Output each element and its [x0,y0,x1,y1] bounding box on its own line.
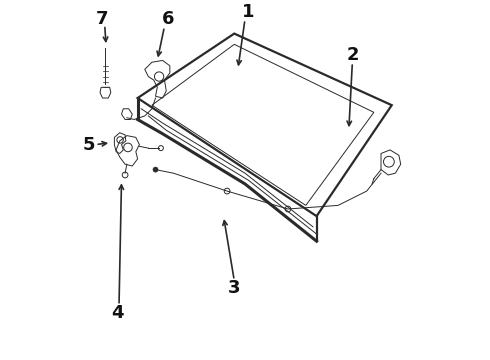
Text: 6: 6 [162,10,174,28]
Text: 1: 1 [243,3,255,21]
Text: 2: 2 [346,46,359,64]
Text: 7: 7 [96,10,108,28]
Text: 5: 5 [83,136,96,154]
Text: 3: 3 [228,279,241,297]
Circle shape [153,167,158,172]
Text: 4: 4 [112,304,124,322]
